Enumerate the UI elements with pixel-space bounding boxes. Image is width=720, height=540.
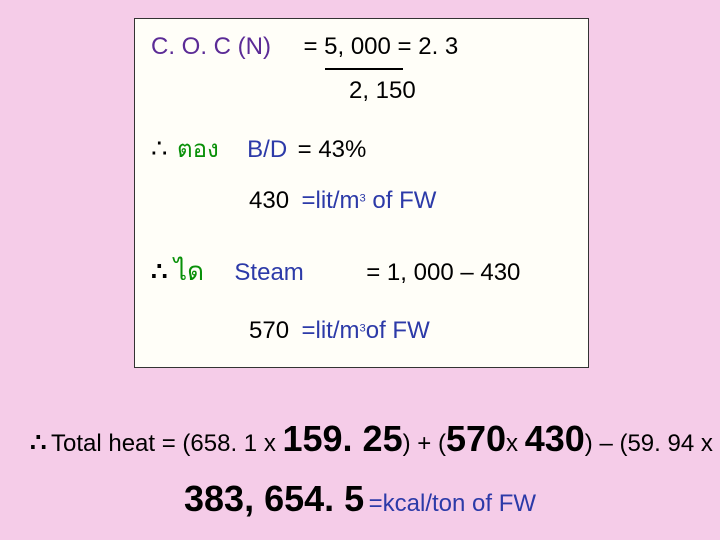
coc-eq: = 5, 000 = 2. 3 [303, 33, 458, 60]
th-g: ) – (59. 94 x 1, 0 [585, 430, 720, 457]
l5-unit-b: of FW [366, 317, 430, 344]
l5-val: 570 [249, 317, 289, 344]
th-a: Total heat = (658. 1 x [51, 430, 282, 457]
th-c: ) + ( [403, 430, 446, 457]
result-line: 383, 654. 5 =kcal/ton of FW [184, 478, 536, 520]
l3-unit-b: of FW [366, 187, 437, 214]
l5-unit-a: =lit/m [302, 317, 360, 344]
th-f: 430 [525, 418, 585, 459]
line3: 430 =lit/m3 of FW [249, 187, 436, 215]
total-heat-line: ∴ Total heat = (658. 1 x 159. 25) + (570… [30, 418, 720, 460]
therefore-icon-3: ∴ [30, 427, 47, 457]
bd-label: B/D [247, 136, 287, 163]
th-d: 570 [446, 418, 506, 459]
therefore-icon-2: ∴ [151, 256, 168, 286]
coc-denom: 2, 150 [349, 77, 416, 105]
th-e: x [506, 430, 525, 457]
thai-word-1: ตอง [177, 136, 219, 163]
line1: C. O. C (N) = 5, 000 = 2. 3 [151, 33, 458, 61]
line5: 570 =lit/m3of FW [249, 317, 430, 345]
line4: ∴ ได Steam = 1, 000 – 430 [151, 251, 520, 292]
l3-val: 430 [249, 187, 289, 214]
therefore-icon: ∴ [151, 133, 167, 163]
line2: ∴ ตอง B/D = 43% [151, 129, 366, 168]
l3-unit-a: =lit/m [302, 187, 360, 214]
steam-eq: = 1, 000 – 430 [366, 259, 520, 286]
result-unit: =kcal/ton of FW [369, 490, 536, 517]
steam-label: Steam [234, 259, 303, 286]
bd-eq: = 43% [298, 136, 367, 163]
fraction-bar [325, 68, 403, 70]
content-box: C. O. C (N) = 5, 000 = 2. 3 2, 150 ∴ ตอง… [134, 18, 589, 368]
thai-word-2: ได [174, 256, 204, 286]
result-val: 383, 654. 5 [184, 478, 364, 519]
th-b: 159. 25 [282, 418, 402, 459]
coc-label: C. O. C (N) [151, 33, 271, 60]
